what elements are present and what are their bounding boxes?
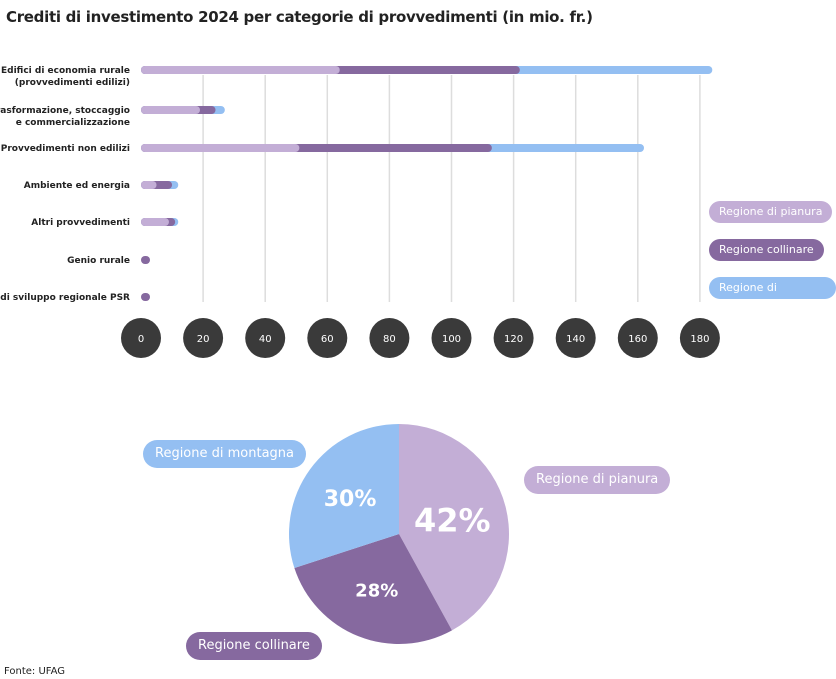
x-tick-badge — [245, 318, 286, 358]
pie-legend-item: Regione di montagna — [143, 440, 307, 468]
pie-legend-item: Regione collinare — [186, 632, 322, 660]
x-tick-badge — [679, 318, 720, 358]
pie-label: 42% — [414, 502, 491, 540]
pie-slice — [289, 424, 399, 568]
x-tick-badge — [431, 318, 472, 358]
x-tick-label: 180 — [690, 334, 709, 345]
source-note: Fonte: UFAG — [4, 666, 66, 677]
category-label: Trasformazione, stoccaggio — [0, 106, 130, 116]
x-tick-badge — [183, 318, 224, 358]
category-label: Altri provvedimenti — [31, 218, 130, 228]
x-tick-label: 120 — [504, 334, 523, 345]
x-tick-label: 0 — [138, 334, 144, 345]
pie-slice — [294, 534, 452, 644]
x-tick-badge — [369, 318, 410, 358]
x-tick-label: 40 — [259, 334, 272, 345]
x-tick-label: 100 — [442, 334, 461, 345]
x-tick-badge — [307, 318, 348, 358]
category-label: Provvedimenti non edilizi — [1, 144, 130, 154]
x-tick-label: 140 — [566, 334, 585, 345]
pie-legend-item: Regione di pianura — [524, 466, 671, 494]
x-tick-label: 60 — [321, 334, 334, 345]
x-tick-badge — [121, 318, 161, 358]
category-label: Genio rurale — [67, 256, 130, 266]
category-label: Progetti di sviluppo regionale PSR — [0, 293, 130, 303]
chart-title: Crediti di investimento 2024 per categor… — [6, 8, 593, 26]
legend-item: Regione di montagna — [709, 277, 836, 316]
category-label: (provvedimenti edilizi) — [15, 78, 130, 88]
category-label: e commercializzazione — [16, 118, 130, 128]
category-label: Ambiente ed energia — [24, 181, 130, 191]
pie-label: 28% — [355, 581, 398, 602]
legend-item: Regione collinare — [709, 239, 824, 261]
x-tick-label: 20 — [197, 334, 210, 345]
x-tick-badge — [617, 318, 658, 358]
legend-item: Regione di pianura — [709, 201, 833, 223]
pie-slice — [399, 424, 509, 631]
x-tick-label: 80 — [383, 334, 396, 345]
x-tick-badge — [555, 318, 596, 358]
pie-label: 30% — [324, 487, 377, 512]
x-tick-label: 160 — [628, 334, 647, 345]
category-label: Edifici di economia rurale — [1, 66, 130, 76]
x-tick-badge — [493, 318, 534, 358]
